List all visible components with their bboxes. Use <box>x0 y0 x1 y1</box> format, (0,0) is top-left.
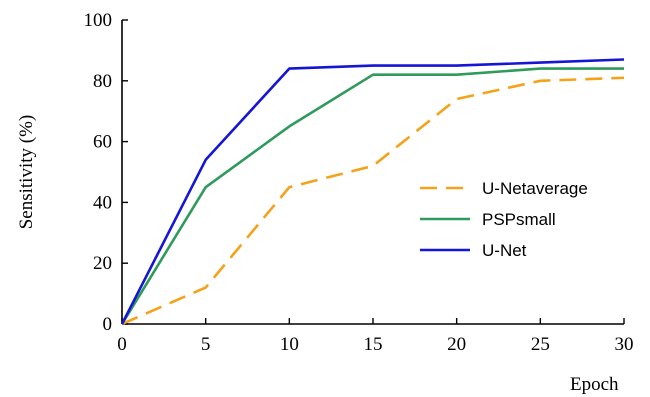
legend-label: U-Net <box>482 241 527 260</box>
x-tick-label: 15 <box>364 334 383 355</box>
y-tick-label: 60 <box>93 132 112 153</box>
legend-label: PSPsmall <box>482 210 556 229</box>
x-tick-label: 30 <box>615 334 634 355</box>
series-line-u-netaverage <box>121 76 625 326</box>
x-tick-label: 20 <box>447 334 466 355</box>
y-tick-label: 100 <box>84 10 113 31</box>
y-tick-label: 80 <box>93 71 112 92</box>
x-tick-label: 5 <box>201 334 211 355</box>
legend: U-Netaverage PSPsmall U-Net <box>420 179 588 260</box>
y-tick-label: 40 <box>93 192 112 213</box>
series-lines <box>120 58 625 326</box>
y-ticks: 0 20 40 60 80 100 <box>84 10 128 335</box>
y-tick-label: 20 <box>93 253 112 274</box>
x-tick-label: 0 <box>117 334 127 355</box>
y-axis-title: Sensitivity (%) <box>16 115 37 230</box>
legend-label: U-Netaverage <box>482 179 588 198</box>
series-line-pspsmall <box>120 67 624 325</box>
x-tick-label: 10 <box>280 334 299 355</box>
x-ticks: 0 5 10 15 20 25 30 <box>117 318 634 355</box>
x-axis-title: Epoch <box>570 374 619 395</box>
x-tick-label: 25 <box>531 334 550 355</box>
y-tick-label: 0 <box>103 314 113 335</box>
